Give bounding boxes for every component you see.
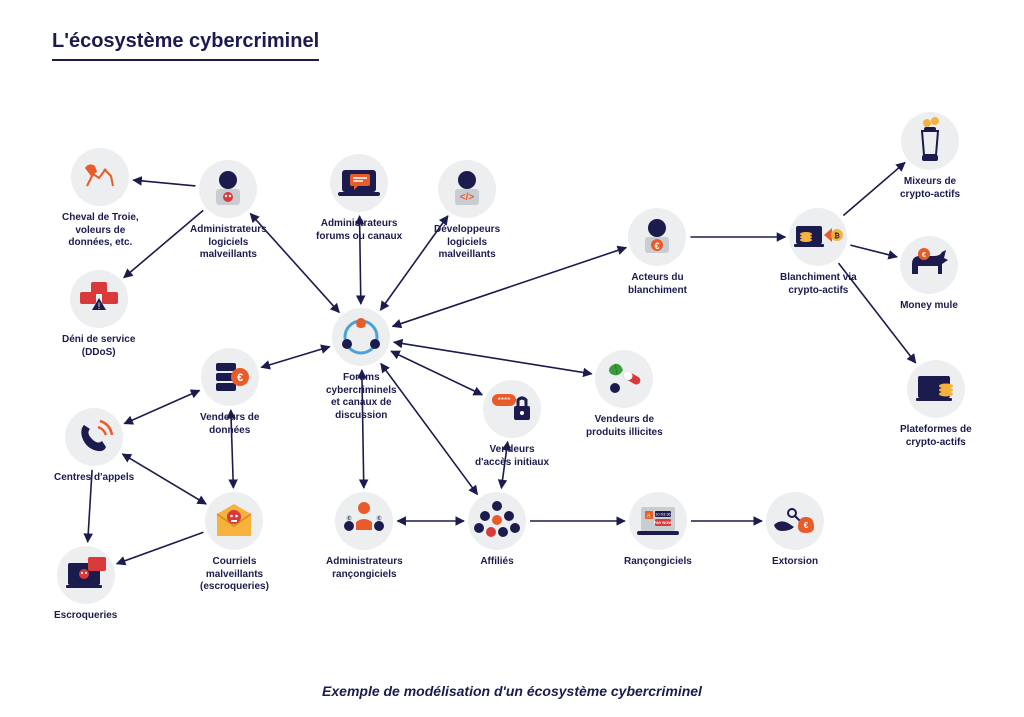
- node-label: Administrateurs logiciels malveillants: [190, 224, 267, 262]
- monitor-popup-icon: [57, 546, 115, 604]
- donkey-icon: €: [900, 236, 958, 294]
- node-label: Cheval de Troie, voleurs de données, etc…: [62, 212, 139, 250]
- monitor-coins-icon: [907, 360, 965, 418]
- node-scams: Escroqueries: [54, 546, 117, 623]
- lock-creds-icon: ****: [483, 380, 541, 438]
- edges-layer: [0, 0, 1024, 717]
- phone-wave-icon: [65, 408, 123, 466]
- node-label: Administrateurs rançongiciels: [326, 556, 403, 581]
- circuit-horse-icon: [71, 148, 129, 206]
- edge: [394, 342, 592, 374]
- node-label: Plateformes de crypto-actifs: [900, 424, 972, 449]
- node-forums: Forums cybercriminels et canaux de discu…: [326, 308, 397, 422]
- node-label: Acteurs du blanchiment: [628, 272, 687, 297]
- people-money-icon: €€: [335, 492, 393, 550]
- laptop-paynow-icon: 🔒10:03:36 PAY NOW: [629, 492, 687, 550]
- node-cryptoLaund: ₿ Blanchiment via crypto-actifs: [780, 208, 857, 297]
- edge: [133, 180, 195, 186]
- node-extortion: € Extorsion: [766, 492, 824, 569]
- node-label: Blanchiment via crypto-actifs: [780, 272, 857, 297]
- node-label: Rançongiciels: [624, 556, 692, 569]
- node-mixers: Mixeurs de crypto-actifs: [900, 112, 960, 201]
- edge: [261, 347, 329, 368]
- blender-icon: [901, 112, 959, 170]
- hand-key-bag-icon: €: [766, 492, 824, 550]
- node-label: Administrateurs forums ou canaux: [316, 218, 402, 243]
- edge: [122, 454, 206, 504]
- svg-text:€: €: [804, 521, 809, 530]
- page-title: L'écosystème cybercriminel: [52, 30, 319, 61]
- node-accessVend: **** Vendeurs d'accès initiaux: [475, 380, 549, 469]
- hacker-code-icon: </>: [438, 160, 496, 218]
- edge: [124, 390, 199, 423]
- svg-text:€: €: [237, 372, 243, 384]
- node-cryptoPlat: Plateformes de crypto-actifs: [900, 360, 972, 449]
- node-label: Mixeurs de crypto-actifs: [900, 176, 960, 201]
- svg-text:€: €: [348, 516, 351, 522]
- svg-text:</>: </>: [460, 192, 475, 203]
- coins-crypto-icon: ₿: [789, 208, 847, 266]
- edge: [850, 245, 897, 257]
- node-launderers: € Acteurs du blanchiment: [628, 208, 687, 297]
- db-euro-icon: €: [201, 348, 259, 406]
- node-illicitVend: Vendeurs de produits illicites: [586, 350, 663, 439]
- hacker-skull-icon: [199, 160, 257, 218]
- node-label: Escroqueries: [54, 610, 117, 623]
- node-ransomware: 🔒10:03:36 PAY NOW Rançongiciels: [624, 492, 692, 569]
- node-vendData: € Vendeurs de données: [200, 348, 259, 437]
- svg-text:!: !: [97, 301, 100, 311]
- people-ring-icon: [332, 308, 390, 366]
- node-adminRansom: €€ Administrateurs rançongiciels: [326, 492, 403, 581]
- node-moneyMule: € Money mule: [900, 236, 958, 313]
- edge: [391, 351, 482, 395]
- node-devMal: </> Développeurs logiciels malveillants: [434, 160, 500, 262]
- node-label: Centres d'appels: [54, 472, 134, 485]
- pills-leaf-icon: [595, 350, 653, 408]
- node-affiliates: Affiliés: [468, 492, 526, 569]
- chat-laptop-icon: [330, 154, 388, 212]
- svg-text:€: €: [655, 241, 660, 251]
- node-adminMal: Administrateurs logiciels malveillants: [190, 160, 267, 262]
- svg-text:10:03:36: 10:03:36: [655, 512, 671, 517]
- mail-skull-icon: [205, 492, 263, 550]
- node-label: Forums cybercriminels et canaux de discu…: [326, 372, 397, 422]
- edge: [393, 248, 627, 327]
- crowd-icon: [468, 492, 526, 550]
- svg-text:PAY NOW: PAY NOW: [654, 520, 673, 525]
- svg-text:€: €: [378, 516, 381, 522]
- node-label: Développeurs logiciels malveillants: [434, 224, 500, 262]
- svg-text:****: ****: [498, 396, 510, 405]
- node-callCenter: Centres d'appels: [54, 408, 134, 485]
- caption: Exemple de modélisation d'un écosystème …: [0, 683, 1024, 699]
- node-label: Déni de service (DDoS): [62, 334, 135, 359]
- node-label: Vendeurs de données: [200, 412, 259, 437]
- svg-text:€: €: [922, 252, 926, 259]
- node-label: Vendeurs d'accès initiaux: [475, 444, 549, 469]
- node-label: Affiliés: [480, 556, 513, 569]
- node-trojan: Cheval de Troie, voleurs de données, etc…: [62, 148, 139, 250]
- node-label: Money mule: [900, 300, 958, 313]
- hacker-euro-icon: €: [628, 208, 686, 266]
- node-label: Extorsion: [772, 556, 818, 569]
- edge: [117, 532, 204, 563]
- servers-alert-icon: !: [70, 270, 128, 328]
- svg-text:🔒: 🔒: [646, 512, 652, 519]
- node-label: Courriels malveillants (escroqueries): [200, 556, 269, 594]
- node-mailScam: Courriels malveillants (escroqueries): [200, 492, 269, 594]
- node-label: Vendeurs de produits illicites: [586, 414, 663, 439]
- node-adminForum: Administrateurs forums ou canaux: [316, 154, 402, 243]
- node-ddos: ! Déni de service (DDoS): [62, 270, 135, 359]
- svg-text:₿: ₿: [834, 232, 840, 240]
